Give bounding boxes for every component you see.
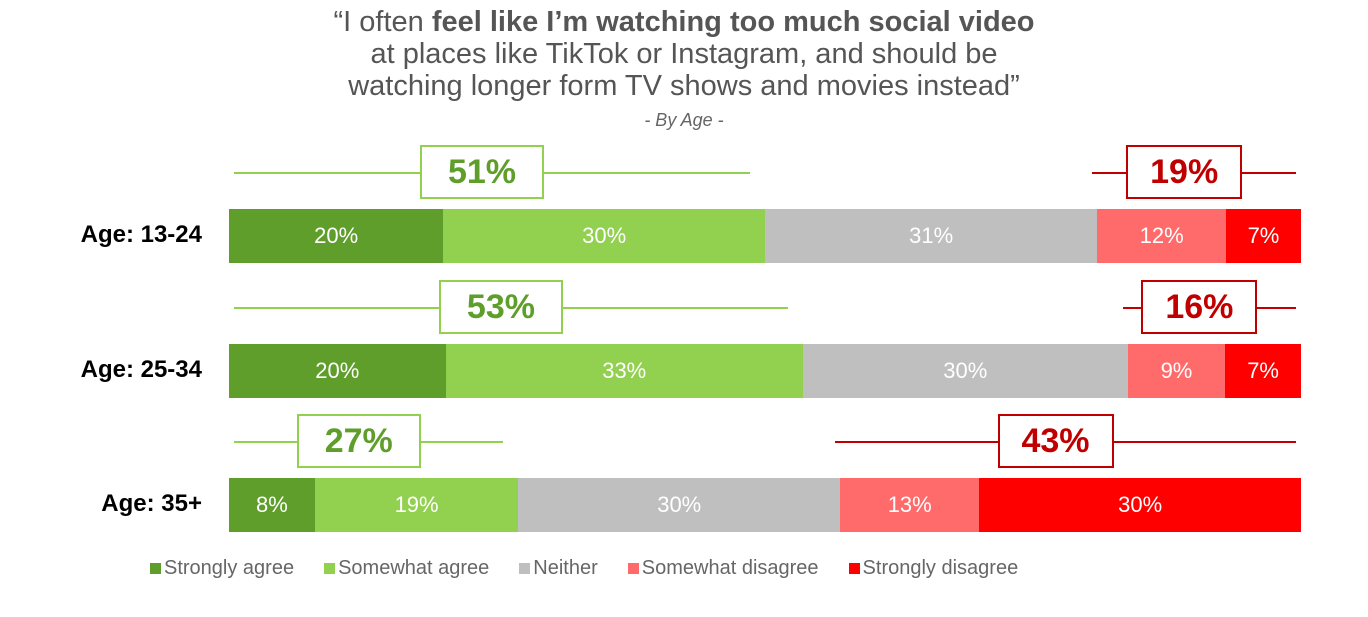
bar-segment: 13% <box>840 478 980 532</box>
bar-segment: 12% <box>1097 209 1226 263</box>
legend-swatch <box>627 563 639 574</box>
bar-segment: 30% <box>802 344 1128 398</box>
disagree-total-label: 43% <box>997 414 1114 468</box>
legend-item: Somewhat agree <box>324 557 489 580</box>
bar-segment: 30% <box>443 209 765 263</box>
legend: Strongly agree Somewhat agree Neither Somew… <box>150 557 1018 580</box>
legend-item: Somewhat disagree <box>627 557 819 580</box>
legend-item: Strongly disagree <box>848 557 1019 580</box>
bar-segment: 33% <box>445 344 803 398</box>
bar-segment: 9% <box>1127 344 1226 398</box>
legend-item: Strongly agree <box>150 557 294 580</box>
row-label: Age: 25-34 <box>80 356 202 383</box>
bar-segment: 30% <box>979 478 1301 532</box>
bar-segment: 8% <box>229 478 315 532</box>
bar-segment: 7% <box>1225 344 1301 398</box>
legend-swatch <box>848 563 860 574</box>
agree-total-label: 53% <box>438 280 563 334</box>
bar-segment: 30% <box>518 478 841 532</box>
legend-label: Strongly disagree <box>862 557 1019 579</box>
row-label: Age: 13-24 <box>80 221 202 248</box>
legend-swatch <box>324 563 336 574</box>
bar-segment: 19% <box>314 478 519 532</box>
legend-label: Strongly agree <box>164 557 295 579</box>
title-line-3: watching longer form TV shows and movies… <box>348 70 1020 102</box>
row-label: Age: 35+ <box>101 490 202 517</box>
legend-item: Neither <box>519 557 598 580</box>
chart-subtitle: - By Age - <box>644 110 724 130</box>
bar-segment: 7% <box>1225 209 1301 263</box>
disagree-total-label: 16% <box>1141 280 1258 334</box>
legend-swatch <box>519 563 531 574</box>
legend-label: Neither <box>533 557 598 579</box>
agree-total-label: 51% <box>420 145 544 199</box>
title-bold-text: feel like I’m watching too much social v… <box>431 6 1035 38</box>
bar-segment: 20% <box>229 209 444 263</box>
agree-total-label: 27% <box>296 414 421 468</box>
disagree-total-label: 19% <box>1126 145 1243 199</box>
legend-swatch <box>150 563 161 574</box>
bar-segment: 31% <box>765 209 1098 263</box>
bar-segment: 20% <box>229 344 446 398</box>
title-line-2: at places like TikTok or Instagram, and … <box>370 38 998 70</box>
title-text: “I often <box>333 6 432 38</box>
chart-title: “I often feel like I’m watching too much… <box>0 6 1368 102</box>
legend-label: Somewhat disagree <box>641 557 819 579</box>
legend-label: Somewhat agree <box>338 557 490 579</box>
